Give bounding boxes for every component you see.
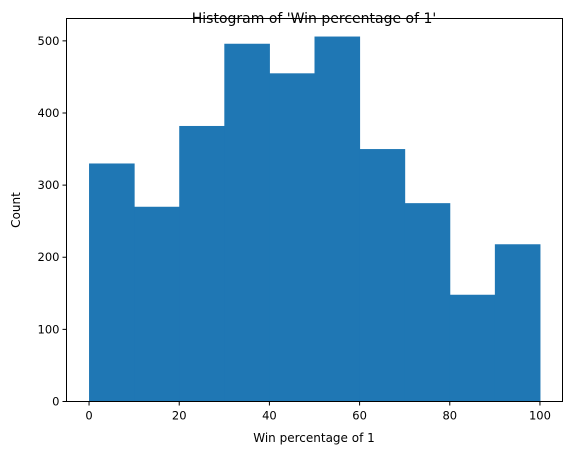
x-tick-label: 20 bbox=[172, 409, 187, 423]
histogram-bar bbox=[134, 206, 180, 402]
histogram-bar bbox=[449, 294, 496, 402]
x-axis-label: Win percentage of 1 bbox=[253, 431, 375, 445]
x-tick-label: 80 bbox=[442, 409, 457, 423]
y-tick-label: 500 bbox=[38, 34, 60, 48]
y-tick-label: 100 bbox=[38, 322, 60, 336]
y-tick-label: 0 bbox=[52, 395, 59, 409]
x-tick-label: 100 bbox=[529, 409, 551, 423]
y-tick-label: 300 bbox=[38, 178, 60, 192]
histogram-bar bbox=[404, 203, 451, 402]
histogram-bar bbox=[314, 36, 361, 402]
histogram-bar bbox=[224, 43, 270, 402]
histogram-bar bbox=[269, 73, 315, 402]
histogram-bar bbox=[179, 125, 225, 402]
y-tick-label: 200 bbox=[38, 250, 60, 264]
x-axis-ticks: 0 20 40 60 80 100 bbox=[85, 401, 551, 423]
x-tick-label: 60 bbox=[352, 409, 367, 423]
histogram-bar bbox=[494, 244, 541, 402]
histogram-bar bbox=[89, 163, 135, 402]
x-tick-label: 40 bbox=[262, 409, 277, 423]
plot-frame bbox=[66, 18, 563, 402]
y-tick-label: 400 bbox=[38, 106, 60, 120]
bars-group bbox=[89, 36, 541, 402]
y-axis-ticks: 0 100 200 300 400 500 bbox=[38, 34, 67, 409]
x-tick-label: 0 bbox=[85, 409, 92, 423]
y-axis-label: Count bbox=[9, 192, 23, 228]
histogram-bar bbox=[359, 149, 406, 402]
